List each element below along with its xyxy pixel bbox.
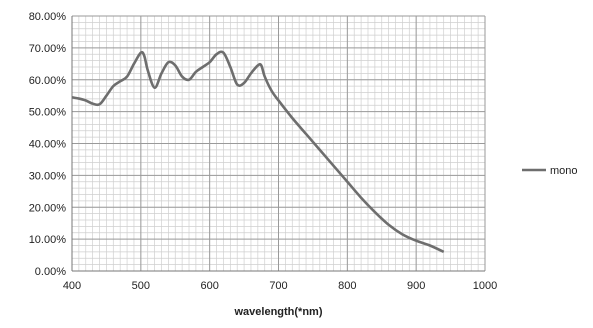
legend: mono [522, 165, 578, 177]
y-tick-label: 20.00% [29, 202, 67, 214]
x-tick-label: 800 [338, 280, 356, 292]
x-axis-title: wavelength(*nm) [233, 306, 322, 318]
x-tick-label: 900 [407, 280, 425, 292]
x-tick-label: 1000 [473, 280, 497, 292]
legend-label-mono: mono [550, 165, 578, 177]
tick-labels: 400 500 600 700 800 900 1000 0.00% 10.00% 20.00% 3… [29, 11, 498, 292]
axes [71, 16, 485, 272]
x-tick-label: 600 [200, 280, 218, 292]
y-tick-label: 50.00% [29, 107, 67, 119]
y-tick-label: 70.00% [29, 43, 67, 55]
y-tick-label: 30.00% [29, 170, 67, 182]
grid [71, 15, 486, 272]
y-tick-label: 80.00% [29, 11, 67, 23]
y-tick-label: 10.00% [29, 234, 67, 246]
y-tick-label: 0.00% [35, 266, 66, 278]
series-line-mono [71, 50, 445, 254]
x-tick-label: 500 [132, 280, 150, 292]
x-tick-label: 400 [63, 280, 81, 292]
y-tick-label: 60.00% [29, 75, 67, 87]
x-tick-label: 700 [269, 280, 287, 292]
series-lines [71, 50, 445, 254]
y-tick-label: 40.00% [29, 139, 67, 151]
